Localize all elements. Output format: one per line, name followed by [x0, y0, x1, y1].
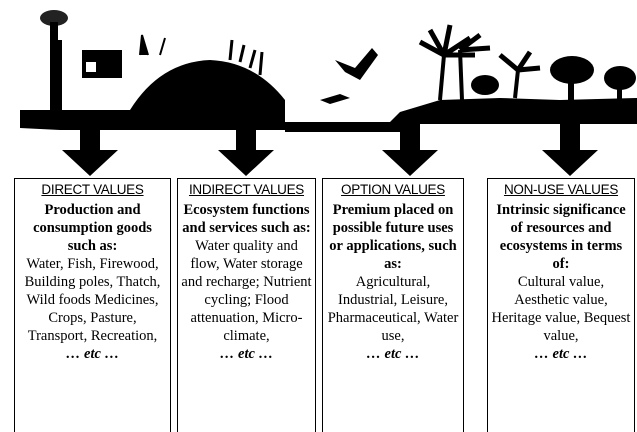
box-heading: INDIRECT VALUES: [181, 181, 312, 199]
value-box: OPTION VALUES Premium placed on possible…: [322, 178, 464, 432]
box-etc: … etc …: [181, 345, 312, 363]
box-examples: Agricultural, Industrial, Leisure, Pharm…: [326, 273, 460, 345]
value-box: DIRECT VALUES Production and consumption…: [14, 178, 171, 432]
page: DIRECT VALUES Production and consumption…: [0, 0, 637, 432]
box-heading: OPTION VALUES: [326, 181, 460, 199]
box-description: Production and consumption goods such as…: [18, 201, 167, 255]
value-box: INDIRECT VALUES Ecosystem functions and …: [177, 178, 316, 432]
value-box: NON-USE VALUES Intrinsic significance of…: [487, 178, 635, 432]
box-description: Ecosystem functions and services such as…: [181, 201, 312, 237]
box-description: Premium placed on possible future uses o…: [326, 201, 460, 273]
box-examples: Cultural value, Aesthetic value, Heritag…: [491, 273, 631, 345]
box-heading: DIRECT VALUES: [18, 181, 167, 199]
box-examples: Water quality and flow, Water storage an…: [181, 237, 312, 345]
box-etc: … etc …: [18, 345, 167, 363]
landscape: [0, 0, 637, 180]
box-etc: … etc …: [326, 345, 460, 363]
box-etc: … etc …: [491, 345, 631, 363]
box-heading: NON-USE VALUES: [491, 181, 631, 199]
box-examples: Water, Fish, Firewood, Building poles, T…: [18, 255, 167, 345]
box-description: Intrinsic significance of resources and …: [491, 201, 631, 273]
